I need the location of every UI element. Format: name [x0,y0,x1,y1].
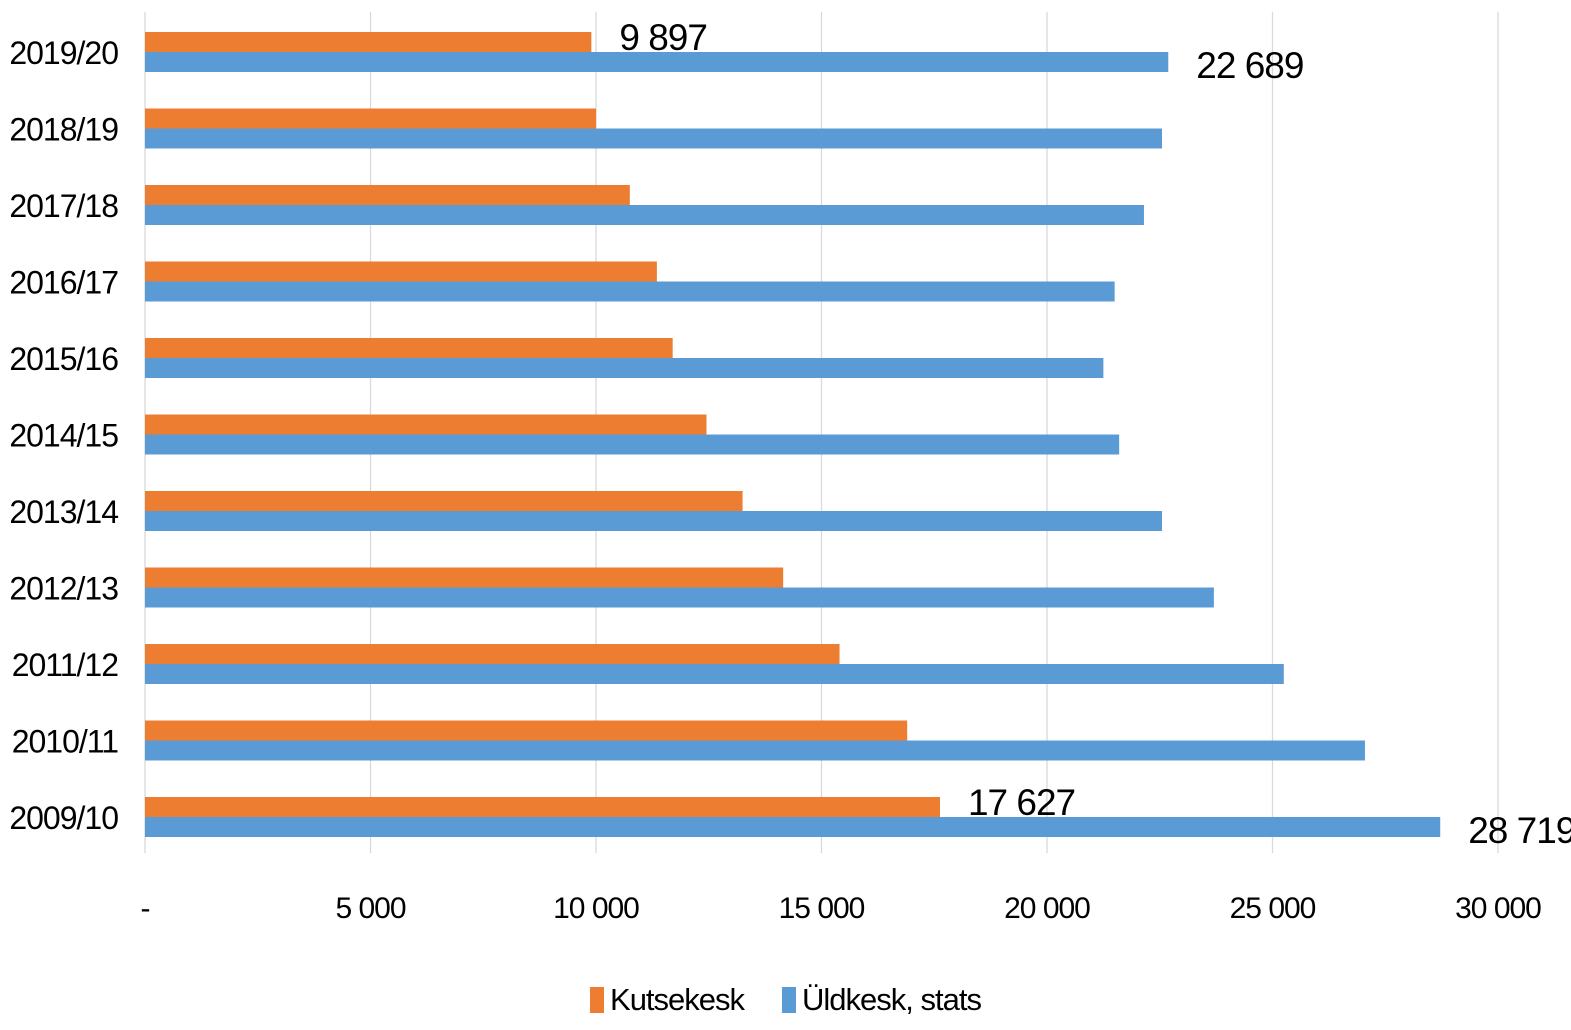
bar-kutsekesk [145,338,673,358]
x-tick-label: 25 000 [1230,892,1316,925]
data-label: 9 897 [619,17,707,58]
y-category-label: 2013/14 [9,494,118,530]
bar-kutsekesk [145,414,707,435]
bar-kutsekesk [145,644,840,664]
x-tick-label: 10 000 [553,892,639,925]
y-category-label: 2012/13 [9,571,118,607]
legend-item-uldkesk: Üldkesk, stats [782,982,982,1018]
legend-swatch-kutsekesk [590,987,605,1013]
y-category-label: 2010/11 [12,724,119,760]
legend-label-uldkesk: Üldkesk, stats [802,982,982,1017]
bar-uldkesk [145,664,1284,684]
bar-uldkesk [145,52,1169,72]
legend: Kutsekesk Üldkesk, stats [0,982,1571,1018]
y-category-label: 2009/10 [9,800,118,836]
bar-uldkesk [145,740,1365,761]
x-tick-label: 5 000 [335,892,405,925]
y-category-label: 2011/12 [12,647,119,683]
x-tick-label: - [141,892,150,925]
bar-kutsekesk [145,567,784,588]
bar-uldkesk [145,205,1144,225]
y-category-label: 2017/18 [9,188,118,224]
bar-uldkesk [145,281,1115,302]
bar-kutsekesk [145,32,592,52]
bar-kutsekesk [145,108,596,129]
x-tick-label: 30 000 [1455,892,1541,925]
bar-kutsekesk [145,797,940,817]
bar-uldkesk [145,817,1441,837]
y-category-label: 2016/17 [9,265,118,301]
data-label: 22 689 [1196,45,1303,86]
legend-item-kutsekesk: Kutsekesk [590,982,745,1018]
y-category-label: 2014/15 [9,418,118,454]
bar-kutsekesk [145,491,743,511]
bar-uldkesk [145,511,1163,531]
y-category-label: 2015/16 [9,341,118,377]
legend-swatch-uldkesk [782,987,797,1013]
x-tick-label: 20 000 [1004,892,1090,925]
bar-kutsekesk [145,185,630,205]
data-label: 28 719 [1468,810,1571,851]
bar-kutsekesk [145,261,657,282]
bar-uldkesk [145,358,1104,378]
legend-label-kutsekesk: Kutsekesk [610,982,745,1017]
x-tick-label: 15 000 [779,892,865,925]
bar-uldkesk [145,434,1120,455]
data-label: 17 627 [968,782,1075,823]
y-category-label: 2018/19 [9,112,118,148]
bar-kutsekesk [145,720,908,741]
bar-uldkesk [145,587,1214,608]
bar-uldkesk [145,128,1163,149]
y-category-label: 2019/20 [9,35,118,71]
